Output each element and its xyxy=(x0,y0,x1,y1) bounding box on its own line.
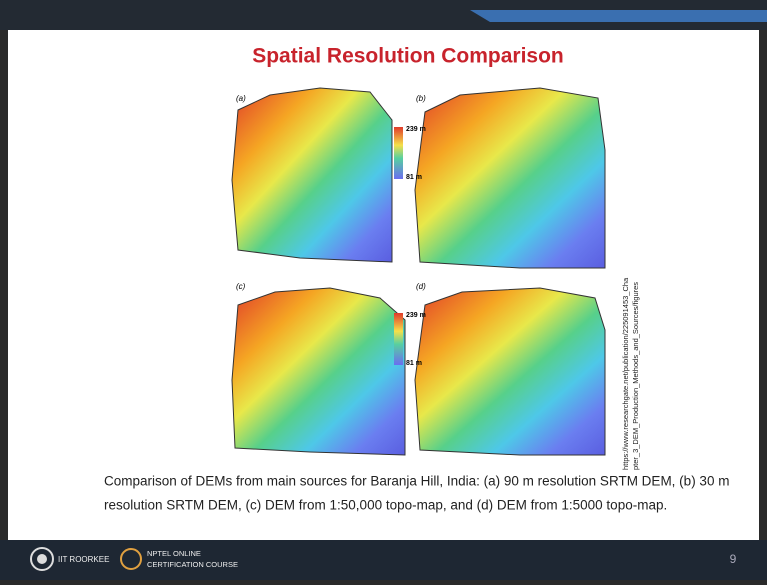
slide-title: Spatial Resolution Comparison xyxy=(252,45,564,68)
colorbar-min: 81 m xyxy=(406,174,422,181)
course-line: NPTEL ONLINE xyxy=(147,549,201,558)
colorbar-max: 239 m xyxy=(406,126,426,133)
source-line: pter_3_DEM_Production_Methods_and_Source… xyxy=(631,282,640,470)
page-number: 9 xyxy=(730,552,737,566)
footer-bar xyxy=(0,540,767,580)
dem-panel-b xyxy=(415,88,605,268)
colorbar xyxy=(394,313,403,365)
slide: Spatial Resolution Comparison (a) (b) (c… xyxy=(0,0,767,580)
panel-label: (a) xyxy=(236,94,246,103)
slide-frame: Spatial Resolution Comparison (a) (b) (c… xyxy=(0,0,767,580)
panel-label: (d) xyxy=(416,282,426,291)
source-url: https://www.researchgate.net/publication… xyxy=(621,277,640,470)
colorbar-min: 81 m xyxy=(406,360,422,367)
top-stripe xyxy=(470,10,767,22)
dem-panel-d xyxy=(415,288,605,455)
colorbar-max: 239 m xyxy=(406,312,426,319)
course-line: CERTIFICATION COURSE xyxy=(147,560,238,569)
caption-line: Comparison of DEMs from main sources for… xyxy=(104,474,729,489)
slide-background xyxy=(8,30,759,540)
source-line: https://www.researchgate.net/publication… xyxy=(621,277,630,470)
dem-panel-a xyxy=(232,88,392,262)
institute-name: IIT ROORKEE xyxy=(58,555,109,564)
dem-panel-c xyxy=(232,288,405,455)
panel-label: (b) xyxy=(416,94,426,103)
iit-logo-core xyxy=(37,554,47,564)
panel-label: (c) xyxy=(236,282,246,291)
caption-line: resolution SRTM DEM, (c) DEM from 1:50,0… xyxy=(104,498,667,513)
colorbar xyxy=(394,127,403,179)
